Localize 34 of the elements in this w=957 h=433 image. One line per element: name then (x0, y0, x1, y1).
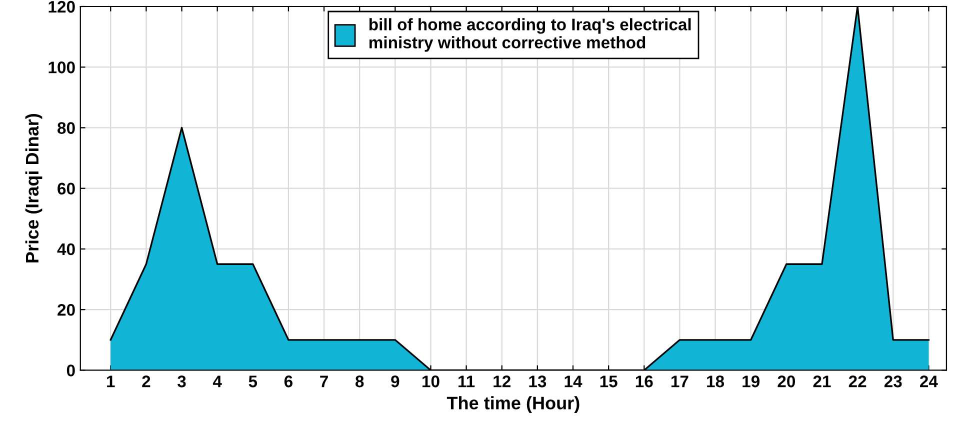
y-tick-label: 100 (48, 62, 75, 74)
x-tick-label: 14 (564, 376, 582, 388)
x-tick-label: 17 (671, 376, 688, 388)
y-tick-label: 0 (66, 364, 75, 376)
x-tick-label: 22 (848, 376, 866, 388)
x-tick-label: 20 (778, 376, 796, 388)
x-tick-label: 9 (391, 376, 400, 388)
x-tick-label: 5 (248, 376, 258, 388)
x-tick-label: 2 (142, 376, 150, 388)
y-tick-label: 40 (57, 243, 75, 256)
x-tick-label: 24 (920, 376, 938, 388)
x-tick-label: 15 (600, 376, 618, 388)
x-tick-label: 12 (494, 376, 510, 388)
x-tick-label: 7 (320, 376, 328, 388)
x-tick-label: 16 (636, 376, 653, 388)
x-tick-label: 8 (355, 376, 364, 388)
x-tick-label: 10 (422, 376, 440, 388)
x-axis-title: The time (Hour) (446, 396, 580, 413)
x-tick-label: 6 (284, 376, 292, 388)
y-tick-label: 120 (48, 0, 75, 13)
y-axis-title: Price (Iraqi Dinar) (25, 114, 42, 262)
y-tick-label: 60 (58, 182, 75, 195)
x-tick-label: 23 (884, 376, 902, 388)
x-tick-label: 1 (107, 376, 115, 388)
y-tick-label: 80 (58, 122, 75, 134)
x-tick-label: 4 (212, 376, 222, 388)
legend-label: bill of home according to Iraq's electrical ministry without corrective method (369, 18, 691, 52)
y-tick-label: 20 (58, 304, 75, 316)
x-tick-label: 3 (178, 376, 186, 388)
x-tick-label: 13 (529, 376, 546, 388)
x-tick-label: 19 (742, 376, 760, 388)
x-tick-label: 21 (813, 376, 831, 388)
x-tick-label: 18 (707, 376, 724, 388)
x-tick-label: 11 (458, 376, 475, 388)
